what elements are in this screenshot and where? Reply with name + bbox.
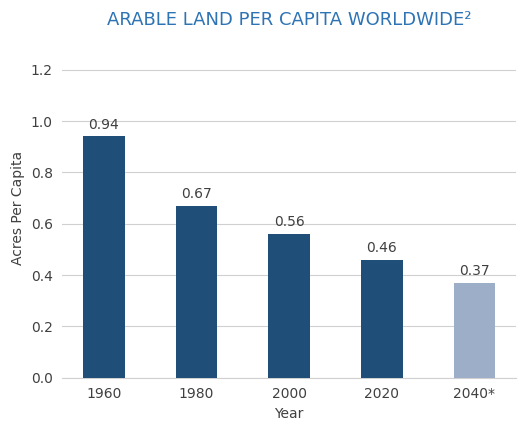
Text: 0.46: 0.46 bbox=[366, 241, 397, 255]
Bar bbox=[175, 206, 217, 378]
X-axis label: Year: Year bbox=[275, 407, 304, 421]
Y-axis label: Acres Per Capita: Acres Per Capita bbox=[11, 151, 25, 265]
Bar bbox=[83, 137, 125, 378]
Text: 0.37: 0.37 bbox=[459, 264, 490, 278]
Text: 0.67: 0.67 bbox=[181, 187, 212, 201]
Bar bbox=[268, 234, 310, 378]
Title: ARABLE LAND PER CAPITA WORLDWIDE²: ARABLE LAND PER CAPITA WORLDWIDE² bbox=[107, 11, 471, 29]
Text: 0.56: 0.56 bbox=[274, 215, 305, 229]
Text: 0.94: 0.94 bbox=[89, 118, 119, 132]
Bar bbox=[361, 260, 403, 378]
Bar bbox=[454, 283, 495, 378]
